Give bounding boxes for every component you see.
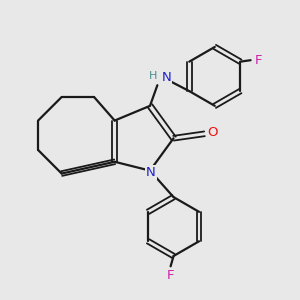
Text: H: H (149, 71, 158, 81)
Text: N: N (146, 166, 155, 178)
Text: F: F (255, 54, 262, 67)
Text: F: F (167, 268, 174, 282)
Text: O: O (208, 126, 218, 139)
Text: N: N (161, 71, 171, 84)
